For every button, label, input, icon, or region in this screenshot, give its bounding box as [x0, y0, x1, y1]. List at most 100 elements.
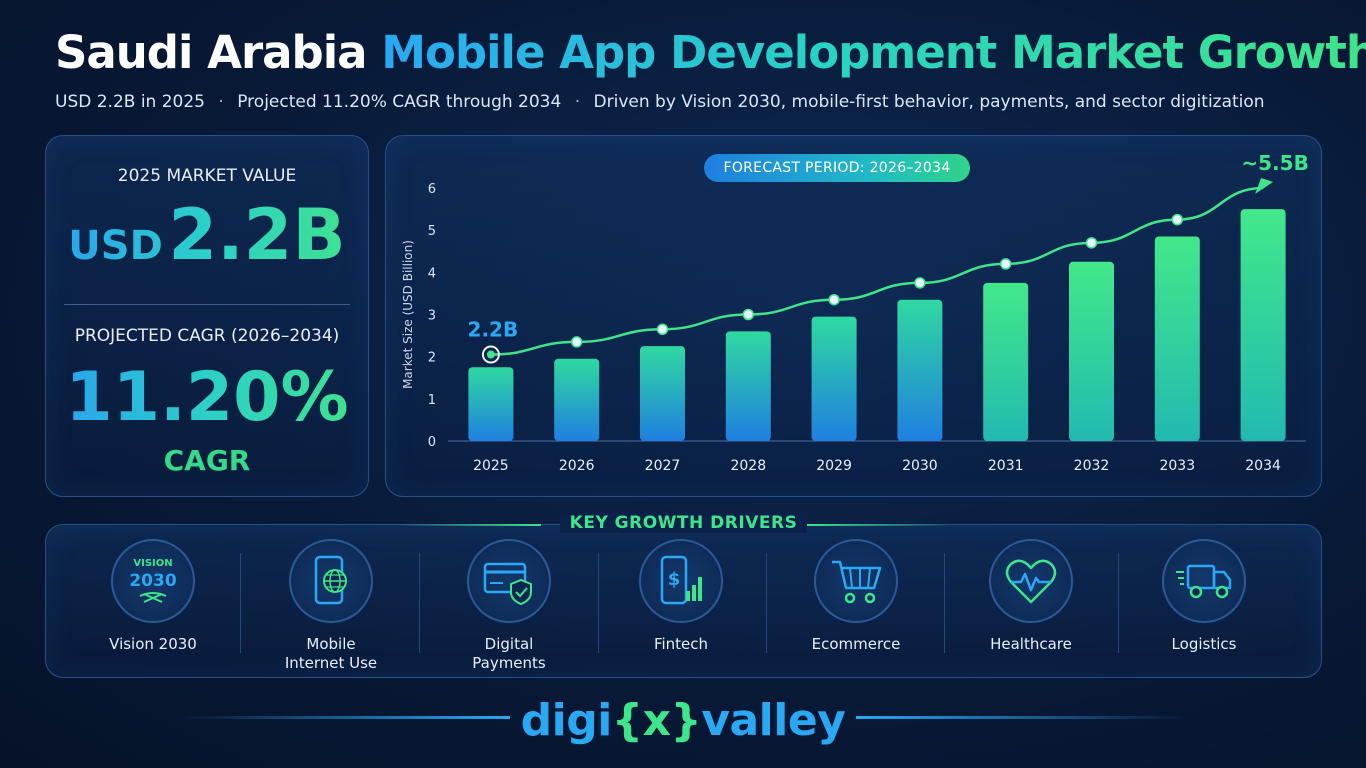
- trend-point: [486, 350, 495, 359]
- trend-arrow-head: [1255, 178, 1274, 194]
- subtitle-item-2: Projected 11.20% CAGR through 2034: [237, 92, 562, 112]
- delivery-truck-icon: [1162, 539, 1246, 623]
- subtitle-separator: ·: [574, 92, 581, 112]
- x-tick-label: 2033: [1159, 458, 1195, 474]
- bar-2033: [1154, 236, 1200, 441]
- heart-pulse-icon: [989, 539, 1073, 623]
- bar-2030: [897, 299, 943, 441]
- subtitle-item-1: USD 2.2B in 2025: [55, 92, 205, 112]
- market-value: USD 2.2B: [46, 194, 368, 276]
- brand-logo: digi{x}valley: [0, 695, 1366, 746]
- driver-separator: [766, 553, 767, 653]
- y-tick-label: 3: [428, 309, 436, 324]
- bar-2027: [640, 346, 685, 441]
- start-value-label: 2.2B: [468, 318, 519, 342]
- brand-line-left: [180, 716, 510, 719]
- trend-line: [490, 186, 1264, 356]
- bar-2025: [468, 367, 514, 441]
- y-axis-label: Market Size (USD Billion): [401, 240, 415, 389]
- credit-card-shield-icon: [467, 539, 551, 623]
- trend-point: [1171, 213, 1184, 226]
- y-tick-label: 1: [428, 393, 436, 408]
- driver-label: Healthcare: [990, 635, 1072, 653]
- bar-2029: [811, 316, 857, 441]
- cagr-word: CAGR: [163, 444, 251, 477]
- driver-label: Ecommerce: [811, 635, 901, 653]
- bar-2031: [983, 282, 1029, 441]
- cagr-value: 11.20%: [46, 358, 368, 437]
- x-tick-label: 2031: [988, 458, 1024, 474]
- trend-point: [1085, 237, 1098, 249]
- trend-point: [828, 293, 840, 306]
- driver-fintech: $ Fintech: [596, 539, 766, 654]
- page-title: Saudi Arabia Mobile App Development Mark…: [55, 26, 1366, 79]
- x-tick-label: 2028: [730, 458, 766, 474]
- heading-line-left: [396, 524, 541, 526]
- x-tick-label: 2025: [473, 458, 509, 474]
- driver-separator: [419, 553, 420, 653]
- bar-2032: [1069, 261, 1114, 441]
- trend-point-start-ring: [481, 345, 500, 364]
- trend-point: [999, 258, 1012, 270]
- market-value-number: 2.2B: [168, 194, 346, 276]
- y-tick-label: 6: [428, 182, 436, 197]
- driver-vision-2030: VISION 2030 Vision 2030: [68, 539, 238, 654]
- driver-label: Fintech: [653, 635, 709, 653]
- mobile-globe-icon: [289, 539, 373, 623]
- bar-2028: [725, 331, 771, 441]
- drivers-heading-text: KEY GROWTH DRIVERS: [559, 513, 808, 533]
- brand-part-2: {x}: [611, 695, 702, 746]
- driver-healthcare: Healthcare: [946, 539, 1116, 654]
- market-value-prefix: USD: [68, 223, 163, 269]
- x-tick-label: 2032: [1074, 458, 1110, 474]
- subtitle-item-3: Driven by Vision 2030, mobile-first beha…: [593, 92, 1265, 112]
- x-tick-label: 2027: [645, 458, 681, 474]
- end-value-label: ~5.5B: [1241, 151, 1308, 175]
- cagr-label: PROJECTED CAGR (2026–2034): [74, 326, 340, 346]
- trend-point: [742, 308, 755, 321]
- subtitle: USD 2.2B in 2025 · Projected 11.20% CAGR…: [55, 92, 1265, 112]
- shopping-cart-icon: [814, 539, 898, 623]
- trend-point: [570, 336, 583, 348]
- chart-panel: FORECAST PERIOD: 2026–2034 0 1 2 3 4 5 6 Market…: [385, 135, 1322, 497]
- bar-2034: [1240, 209, 1286, 441]
- driver-separator: [944, 553, 945, 653]
- x-tick-label: 2026: [559, 458, 595, 474]
- driver-mobile-internet: Mobile Internet Use: [246, 539, 416, 673]
- forecast-period-badge: FORECAST PERIOD: 2026–2034: [704, 154, 970, 182]
- title-part-1: Saudi Arabia: [55, 26, 368, 79]
- x-tick-label: 2034: [1245, 458, 1281, 474]
- driver-separator: [598, 553, 599, 653]
- kpi-divider: [64, 304, 350, 305]
- trend-point: [914, 277, 926, 289]
- y-tick-label: 0: [428, 435, 436, 450]
- x-tick-label: 2030: [902, 458, 938, 474]
- title-part-2: Mobile App Development Market Growth: [381, 26, 1366, 79]
- driver-label: Vision 2030: [109, 635, 197, 653]
- market-value-label: 2025 MARKET VALUE: [117, 166, 297, 186]
- phone-dollar-chart-icon: $: [639, 539, 723, 623]
- trend-point: [656, 323, 669, 336]
- brand-part-1: digi: [520, 695, 613, 746]
- vision-icon-text-num: 2030: [129, 571, 176, 591]
- driver-logistics: Logistics: [1119, 539, 1289, 654]
- driver-ecommerce: Ecommerce: [771, 539, 941, 654]
- vision-icon-text-top: VISION: [133, 558, 172, 569]
- subtitle-separator: ·: [218, 92, 224, 112]
- market-growth-chart: 0 1 2 3 4 5 6 Market Size (USD Billion) 2025 202…: [401, 151, 1309, 474]
- growth-drivers-panel: KEY GROWTH DRIVERS VISION 2030 Vision 20…: [45, 513, 1322, 678]
- driver-label: Mobile Internet Use: [284, 635, 378, 672]
- driver-label: Logistics: [1171, 635, 1237, 653]
- svg-text:$: $: [668, 569, 681, 590]
- x-tick-label: 2029: [816, 458, 852, 474]
- driver-label: Digital Payments: [472, 635, 546, 672]
- y-tick-label: 4: [428, 266, 436, 281]
- bar-2026: [554, 358, 600, 441]
- brand-line-right: [856, 716, 1186, 719]
- y-tick-label: 2: [428, 351, 436, 366]
- kpi-panel: 2025 MARKET VALUE USD 2.2B PROJECTED CAG…: [45, 135, 369, 497]
- driver-separator: [1118, 553, 1119, 653]
- drivers-heading: KEY GROWTH DRIVERS: [46, 513, 1321, 533]
- driver-separator: [240, 553, 241, 653]
- driver-digital-payments: Digital Payments: [424, 539, 594, 673]
